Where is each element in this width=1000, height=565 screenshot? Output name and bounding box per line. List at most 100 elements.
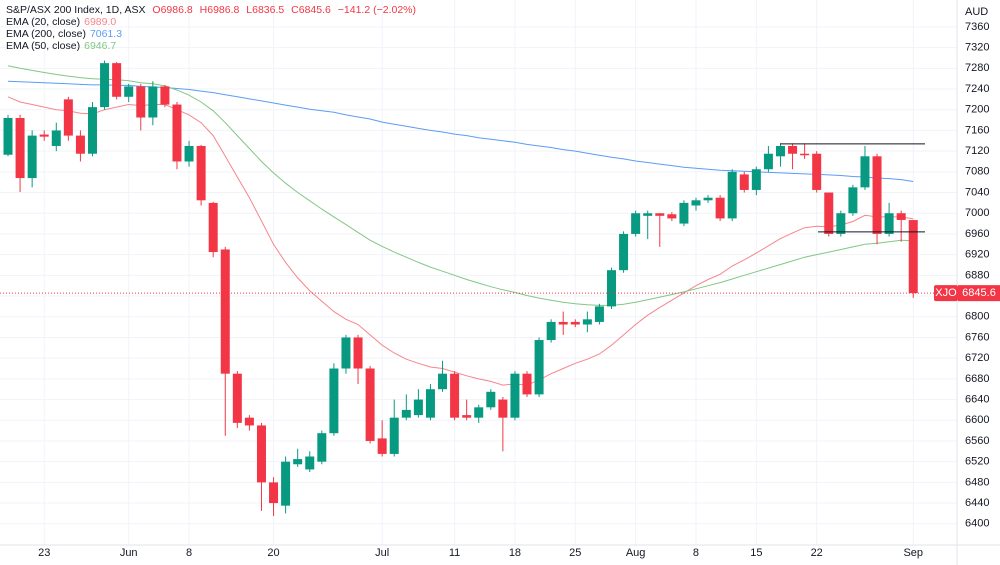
candle-body bbox=[208, 202, 218, 253]
y-tick-label: 7120 bbox=[965, 145, 989, 157]
candle-body bbox=[546, 321, 556, 341]
candle-body bbox=[341, 337, 351, 369]
candle-body bbox=[800, 153, 810, 156]
candle-body bbox=[63, 99, 73, 136]
y-tick-label: 7360 bbox=[965, 21, 989, 33]
ema-line bbox=[7, 96, 914, 386]
candle-body bbox=[619, 233, 629, 271]
y-tick-label: 7080 bbox=[965, 166, 989, 178]
candle-body bbox=[87, 107, 97, 154]
y-tick-label: 6440 bbox=[965, 497, 989, 509]
x-tick-label: Jul bbox=[375, 547, 389, 559]
ohlc-high: H6986.8 bbox=[199, 4, 240, 16]
candle-body bbox=[763, 153, 773, 170]
candle-body bbox=[896, 213, 906, 220]
price-label: 6845.6 bbox=[962, 287, 996, 299]
y-tick-label: 7160 bbox=[965, 124, 989, 136]
candle-body bbox=[788, 145, 798, 154]
candle-body bbox=[317, 433, 327, 462]
ohlc-low: L6836.5 bbox=[246, 4, 285, 16]
y-tick-label: 6680 bbox=[965, 373, 989, 385]
candle-body bbox=[220, 249, 230, 374]
candle-body bbox=[510, 373, 520, 418]
candle-body bbox=[112, 63, 122, 97]
candle-body bbox=[15, 118, 25, 179]
x-tick-label: Aug bbox=[626, 547, 646, 559]
candle-body bbox=[643, 213, 653, 216]
x-tick-label: Jun bbox=[120, 547, 138, 559]
y-tick-label: 7320 bbox=[965, 42, 989, 54]
price-badge bbox=[958, 285, 1000, 302]
candle-body bbox=[425, 389, 435, 418]
candle-body bbox=[582, 319, 592, 325]
candle-body bbox=[655, 213, 665, 216]
candle-body bbox=[377, 438, 387, 454]
y-tick-label: 6640 bbox=[965, 393, 989, 405]
candle-body bbox=[474, 407, 484, 418]
candle-body bbox=[486, 391, 496, 408]
candle-body bbox=[824, 192, 834, 234]
y-tick-label: 6600 bbox=[965, 414, 989, 426]
x-tick-label: 20 bbox=[267, 547, 279, 559]
y-tick-label: 6920 bbox=[965, 249, 989, 261]
candle-body bbox=[51, 130, 61, 146]
candle-body bbox=[884, 213, 894, 234]
candle-body bbox=[172, 104, 182, 162]
header-row: S&P/ASX 200 Index, 1D, ASX O6986.8 H6986… bbox=[6, 4, 420, 16]
legend-value: 6989.0 bbox=[84, 16, 117, 28]
candle-body bbox=[775, 145, 785, 157]
x-tick-label: 15 bbox=[750, 547, 762, 559]
symbol-badge bbox=[934, 285, 958, 302]
x-tick-label: 8 bbox=[693, 547, 699, 559]
x-tick-label: Sep bbox=[903, 547, 923, 559]
candle-body bbox=[184, 145, 194, 162]
y-tick-label: 7000 bbox=[965, 207, 989, 219]
legend-entry: EMA (50, close) 6946.7 bbox=[6, 40, 420, 52]
candle-body bbox=[413, 399, 423, 416]
legend-value: 7061.3 bbox=[89, 28, 123, 40]
candle-body bbox=[534, 340, 544, 395]
y-tick-label: 6880 bbox=[965, 269, 989, 281]
x-tick-label: 18 bbox=[509, 547, 521, 559]
ema-line bbox=[7, 65, 914, 306]
candle-body bbox=[3, 118, 13, 155]
candle-body bbox=[498, 399, 508, 418]
x-tick-label: 25 bbox=[569, 547, 581, 559]
y-tick-label: 6760 bbox=[965, 331, 989, 343]
candle-body bbox=[703, 197, 713, 201]
y-tick-label: 7280 bbox=[965, 62, 989, 74]
candle-body bbox=[401, 409, 411, 418]
candle-body bbox=[281, 461, 291, 506]
candle-body bbox=[389, 417, 399, 454]
legend-value: 6946.7 bbox=[84, 40, 117, 52]
candle-body bbox=[872, 156, 882, 234]
candle-body bbox=[27, 135, 37, 179]
ohlc-close: C6845.6 bbox=[291, 4, 331, 16]
y-tick-label: 7040 bbox=[965, 186, 989, 198]
candle-body bbox=[160, 86, 170, 105]
candle-body bbox=[522, 373, 532, 395]
candle-body bbox=[607, 270, 616, 307]
y-tick-label: 6560 bbox=[965, 435, 989, 447]
candle-body bbox=[293, 459, 303, 465]
x-tick-label: 22 bbox=[811, 547, 823, 559]
candle-body bbox=[196, 145, 206, 201]
candle-body bbox=[908, 220, 918, 294]
candle-body bbox=[244, 417, 254, 426]
candle-body bbox=[305, 456, 315, 470]
candle-body bbox=[39, 134, 49, 137]
candle-body bbox=[715, 197, 725, 219]
candle-body bbox=[353, 337, 363, 369]
ema-line bbox=[7, 80, 914, 182]
x-tick-label: 11 bbox=[449, 547, 460, 559]
y-tick-label: 7200 bbox=[965, 104, 989, 116]
y-tick-label: 6400 bbox=[965, 518, 989, 530]
candle-body bbox=[860, 156, 870, 188]
candle-body bbox=[365, 368, 375, 441]
candle-body bbox=[450, 373, 460, 418]
y-tick-label: 6520 bbox=[965, 456, 989, 468]
candle-body bbox=[848, 187, 858, 214]
x-tick-label: 23 bbox=[38, 547, 50, 559]
candle-body bbox=[100, 63, 110, 108]
candle-body bbox=[594, 306, 604, 322]
